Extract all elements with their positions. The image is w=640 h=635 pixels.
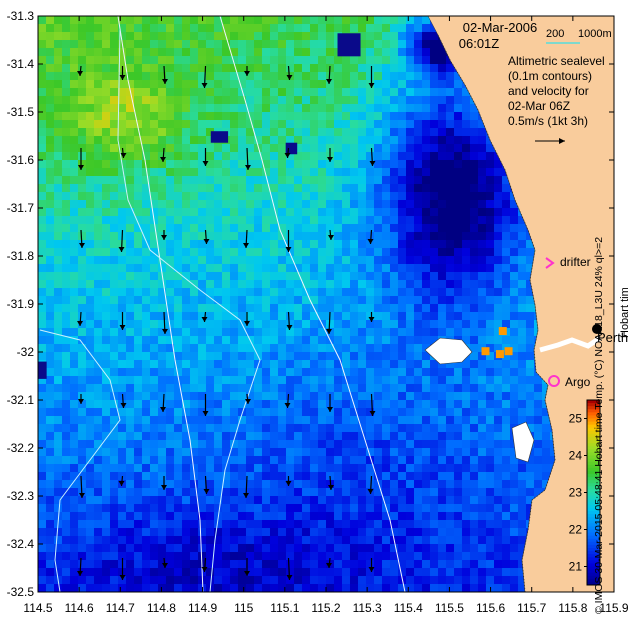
- x-tick-label: 114.7: [106, 601, 135, 615]
- x-tick-label: 115.1: [270, 601, 299, 615]
- x-tick-label: 115.6: [476, 601, 505, 615]
- info-line-3: and velocity for: [508, 84, 589, 98]
- y-tick-label: -31.6: [7, 153, 35, 167]
- x-tick-label: 114.5: [23, 601, 52, 615]
- x-tick-label: 115.5: [435, 601, 464, 615]
- colorbar-tick-label: 23: [569, 486, 583, 500]
- hobart-time-label: Hobart tim: [619, 287, 631, 338]
- info-line-4: 02-Mar 06Z: [508, 99, 570, 113]
- isobath-label-1000: 1000m: [578, 28, 612, 40]
- y-tick-label: -32.3: [7, 489, 35, 503]
- x-tick-label: 114.8: [147, 601, 176, 615]
- colorbar-tick-label: 24: [569, 449, 583, 463]
- colorbar-tick-label: 25: [569, 412, 583, 426]
- y-tick-label: -32.5: [7, 585, 35, 599]
- x-tick-label: 115.4: [394, 601, 423, 615]
- info-line-5: 0.5m/s (1kt 3h): [508, 114, 588, 128]
- date-line-2: 06:01Z: [459, 36, 500, 51]
- date-line-1: 02-Mar-2006: [463, 20, 537, 35]
- info-line-1: Altimetric sealevel: [508, 54, 605, 68]
- y-tick-label: -31.7: [7, 201, 35, 215]
- vertical-caption: © IMOS 30-Mar-2015 05:48:41 Hobart time …: [593, 237, 605, 614]
- y-tick-label: -32.4: [7, 537, 35, 551]
- y-tick-label: -31.3: [7, 9, 35, 23]
- x-tick-label: 115.3: [353, 601, 382, 615]
- y-tick-label: -31.8: [7, 249, 35, 263]
- colorbar-tick-label: 22: [569, 523, 583, 537]
- y-tick-label: -31.4: [7, 57, 35, 71]
- y-tick-label: -32: [17, 345, 35, 359]
- y-tick-label: -31.5: [7, 105, 35, 119]
- info-line-2: (0.1m contours): [508, 69, 592, 83]
- x-tick-label: 115.7: [517, 601, 546, 615]
- x-tick-label: 114.6: [65, 601, 94, 615]
- y-tick-label: -32.1: [7, 393, 35, 407]
- x-tick-label: 115: [234, 601, 253, 615]
- x-tick-label: 115.2: [311, 601, 340, 615]
- y-tick-label: -31.9: [7, 297, 35, 311]
- argo-label: Argo: [565, 375, 591, 389]
- isobath-label-200: 200: [546, 28, 564, 40]
- x-tick-label: 114.9: [188, 601, 217, 615]
- drifter-label: drifter: [560, 255, 591, 269]
- x-tick-label: 115.8: [558, 601, 587, 615]
- y-tick-label: -32.2: [7, 441, 35, 455]
- colorbar-tick-label: 21: [569, 560, 583, 574]
